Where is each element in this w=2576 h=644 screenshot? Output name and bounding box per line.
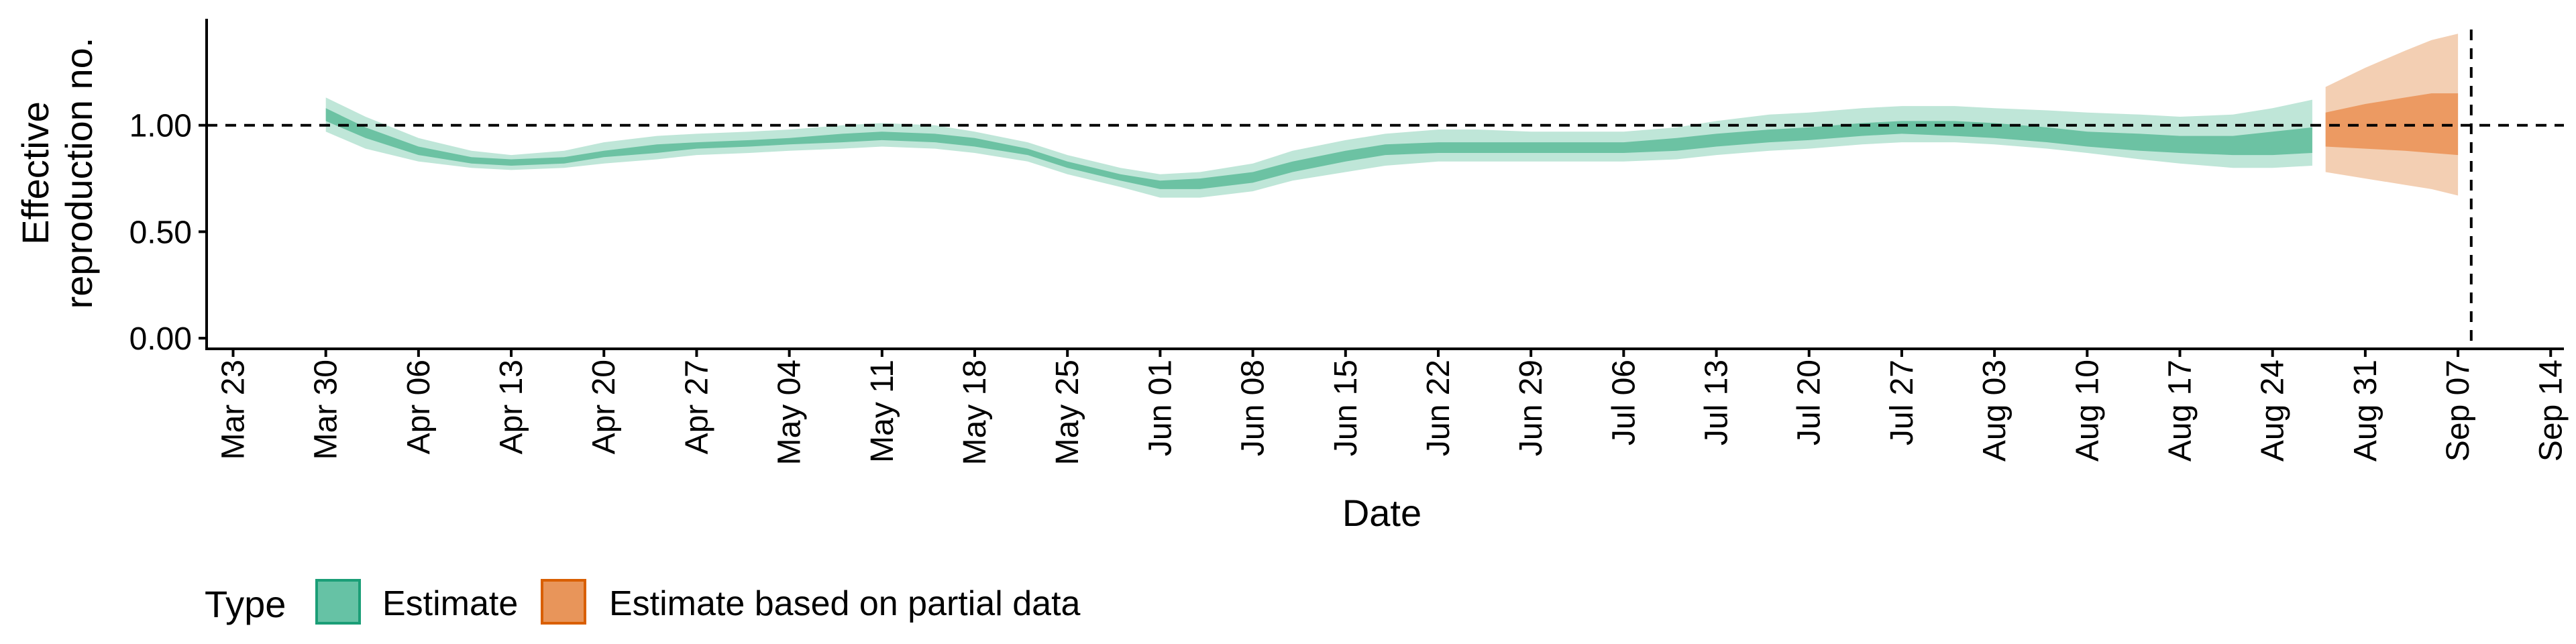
x-tick-label: May 25 [1050,360,1085,465]
x-tick-label: May 18 [957,360,993,465]
plot-area [207,30,2564,349]
y-tick-label: 0.50 [129,215,192,250]
x-tick-label: Sep 14 [2533,360,2569,462]
legend-title: Type [205,583,286,625]
legend-label-partial-estimate: Estimate based on partial data [609,584,1081,623]
x-tick-label: Jul 13 [1699,360,1735,445]
x-tick-label: Apr 20 [586,360,622,454]
x-tick-label: Jun 15 [1328,360,1364,456]
x-tick-label: Jul 06 [1606,360,1642,445]
legend-label-estimate: Estimate [382,584,518,623]
x-tick-label: Jun 08 [1236,360,1271,456]
x-tick-label: Apr 13 [494,360,529,454]
x-tick-label: Aug 10 [2070,360,2105,462]
x-tick-label: Apr 06 [401,360,437,454]
legend-key-partial-estimate [541,579,586,625]
x-tick-label: Mar 30 [309,360,344,460]
x-tick-label: Jul 20 [1792,360,1827,445]
legend-key-estimate [315,579,361,625]
y-tick-label: 0.00 [129,321,192,357]
x-axis-label: Date [1342,492,1421,534]
x-tick-label: Jul 27 [1884,360,1920,445]
x-tick-label: Jun 29 [1513,360,1549,456]
x-tick-label: Aug 31 [2348,360,2383,462]
legend: Type Estimate Estimate based on partial … [205,579,1081,625]
estimate-90-interval [325,97,2312,198]
axes: 0.00 0.50 1.00 Mar 23 Mar 30 Apr 06 Apr 13 Apr … [129,19,2569,465]
x-tick-label: Jun 22 [1421,360,1456,456]
x-tick-label: Apr 27 [679,360,714,454]
x-tick-label: Aug 24 [2255,360,2291,462]
x-tick-label: Jun 01 [1142,360,1178,456]
x-tick-label: May 04 [772,360,808,465]
x-tick-label: May 11 [865,360,900,463]
x-tick-label: Sep 07 [2440,360,2476,462]
x-tick-label: Aug 17 [2163,360,2198,462]
y-axis-label-line-2: reproduction no. [58,38,100,309]
y-tick-label: 1.00 [129,109,192,144]
y-axis-label-line-1: Effective [14,101,56,245]
x-tick-label: Mar 23 [216,360,252,460]
x-tick-label: Aug 03 [1977,360,2012,462]
estimate-50-interval [325,108,2312,189]
